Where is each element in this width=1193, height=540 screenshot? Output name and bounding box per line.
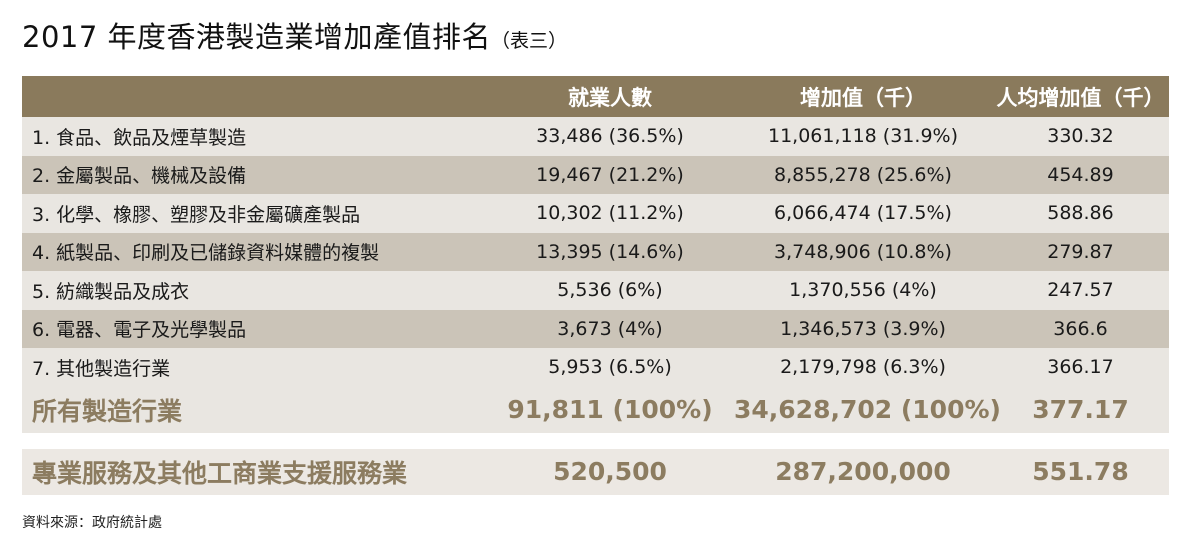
industry-name: 2. 金屬製品、機械及設備 [32, 165, 247, 188]
per-capita-cell: 454.89 [1047, 163, 1114, 186]
industry-name: 5. 紡織製品及成衣 [32, 280, 190, 303]
table-row: 5. 紡織製品及成衣 5,536 (6%) 1,370,556 (4%) 247… [22, 271, 1169, 310]
industry-name: 4. 紙製品、印刷及已儲錄資料媒體的複製 [32, 242, 380, 265]
total-per-capita: 377.17 [1032, 395, 1129, 424]
services-employment: 520,500 [553, 457, 667, 486]
header-category [22, 76, 486, 117]
value-added-cell: 2,179,798 (6.3%) [780, 356, 946, 379]
table-row: 2. 金屬製品、機械及設備 19,467 (21.2%) 8,855,278 (… [22, 155, 1169, 194]
employment-cell: 5,536 (6%) [557, 279, 663, 302]
total-employment: 91,811 (100%) [507, 395, 713, 424]
header-employment: 就業人數 [568, 85, 652, 110]
employment-cell: 19,467 (21.2%) [536, 163, 684, 186]
ranking-table: 就業人數 增加值（千） 人均增加值（千） 1. 食品、飲品及煙草製造 33,48… [22, 76, 1169, 495]
value-added-cell: 8,855,278 (25.6%) [774, 163, 952, 186]
services-row: 專業服務及其他工商業支援服務業 520,500 287,200,000 551.… [22, 448, 1169, 495]
value-added-cell: 6,066,474 (17.5%) [774, 202, 952, 225]
employment-cell: 3,673 (4%) [557, 317, 663, 340]
industry-name: 3. 化學、橡膠、塑膠及非金屬礦產製品 [32, 203, 361, 226]
table-row: 3. 化學、橡膠、塑膠及非金屬礦產製品 10,302 (11.2%) 6,066… [22, 194, 1169, 233]
per-capita-cell: 366.17 [1047, 356, 1114, 379]
table-row: 4. 紙製品、印刷及已儲錄資料媒體的複製 13,395 (14.6%) 3,74… [22, 232, 1169, 271]
per-capita-cell: 588.86 [1047, 202, 1114, 225]
source-note: 資料來源：政府統計處 [22, 515, 162, 531]
table-row: 7. 其他製造行業 5,953 (6.5%) 2,179,798 (6.3%) … [22, 348, 1169, 387]
value-added-cell: 11,061,118 (31.9%) [767, 125, 958, 148]
table-row: 6. 電器、電子及光學製品 3,673 (4%) 1,346,573 (3.9%… [22, 309, 1169, 348]
total-name: 所有製造行業 [32, 396, 183, 426]
table-row: 1. 食品、飲品及煙草製造 33,486 (36.5%) 11,061,118 … [22, 117, 1169, 156]
header-value-added: 增加值（千） [800, 85, 926, 110]
per-capita-cell: 247.57 [1047, 279, 1114, 302]
services-per-capita: 551.78 [1032, 457, 1129, 486]
employment-cell: 5,953 (6.5%) [548, 356, 672, 379]
total-row: 所有製造行業 91,811 (100%) 34,628,702 (100%) 3… [22, 386, 1169, 433]
page-title: 2017 年度香港製造業增加產值排名（表三） [22, 14, 567, 56]
employment-cell: 33,486 (36.5%) [536, 125, 684, 148]
value-added-cell: 1,346,573 (3.9%) [780, 317, 946, 340]
industry-name: 1. 食品、飲品及煙草製造 [32, 126, 247, 149]
services-name: 專業服務及其他工商業支援服務業 [32, 458, 408, 488]
per-capita-cell: 279.87 [1047, 240, 1114, 263]
header-per-capita: 人均增加值（千） [996, 85, 1165, 110]
value-added-cell: 3,748,906 (10.8%) [774, 240, 952, 263]
per-capita-cell: 330.32 [1047, 125, 1114, 148]
table-header-row: 就業人數 增加值（千） 人均增加值（千） [22, 76, 1169, 117]
title-main: 2017 年度香港製造業增加產值排名 [22, 20, 492, 54]
title-sub: （表三） [491, 30, 568, 52]
industry-name: 7. 其他製造行業 [32, 357, 171, 380]
total-value-added: 34,628,702 (100%) [734, 395, 1001, 424]
value-added-cell: 1,370,556 (4%) [789, 279, 937, 302]
industry-name: 6. 電器、電子及光學製品 [32, 319, 247, 342]
employment-cell: 10,302 (11.2%) [536, 202, 684, 225]
row-spacer [22, 432, 1169, 449]
per-capita-cell: 366.6 [1053, 317, 1108, 340]
employment-cell: 13,395 (14.6%) [536, 240, 684, 263]
services-value-added: 287,200,000 [775, 457, 951, 486]
